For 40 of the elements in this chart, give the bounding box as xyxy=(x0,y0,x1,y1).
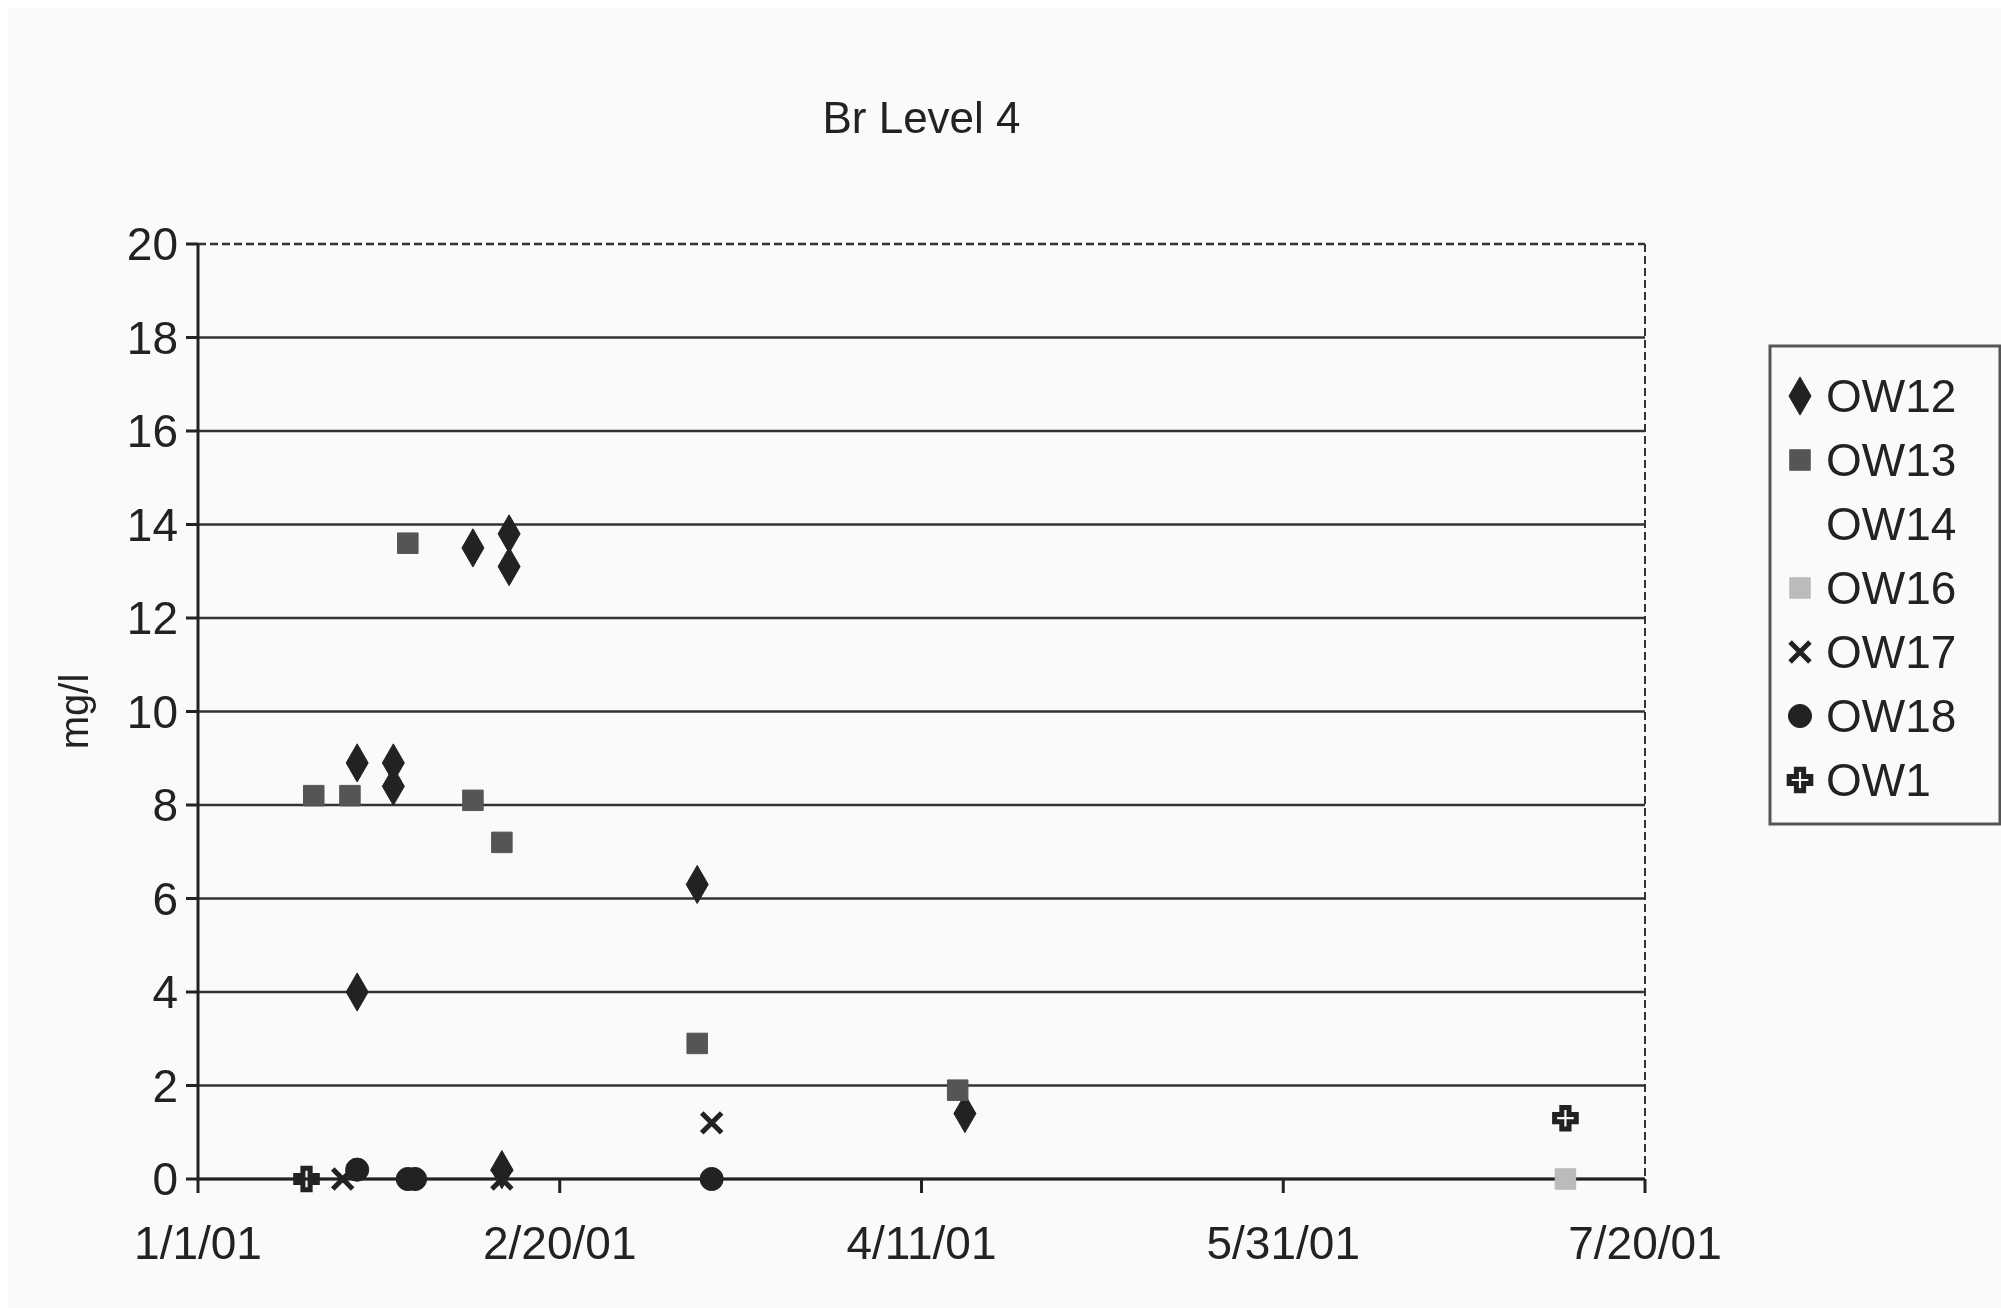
y-tick-label: 10 xyxy=(126,685,178,738)
y-axis-title: mg/l xyxy=(52,673,96,750)
y-tick-label: 16 xyxy=(126,405,178,458)
x-tick-label: 1/1/01 xyxy=(134,1217,262,1269)
point xyxy=(339,784,361,807)
point xyxy=(699,1110,725,1136)
y-tick-label: 4 xyxy=(152,966,178,1019)
chart-title: Br Level 4 xyxy=(822,93,1021,142)
legend-label: OW16 xyxy=(1826,562,1957,615)
x-tick-label: 5/31/01 xyxy=(1206,1217,1360,1269)
y-tick-label: 20 xyxy=(126,218,178,271)
y-tick-label: 2 xyxy=(152,1059,178,1112)
point xyxy=(462,789,484,812)
y-tick-label: 6 xyxy=(152,872,178,925)
point xyxy=(345,1157,370,1182)
point xyxy=(489,1166,515,1192)
legend-label: OW12 xyxy=(1826,370,1957,423)
y-tick-label: 14 xyxy=(126,498,178,551)
y-tick-label: 18 xyxy=(126,311,178,364)
x-tick-label: 4/11/01 xyxy=(846,1217,997,1269)
y-tick-label: 8 xyxy=(152,779,178,832)
y-tick-label: 12 xyxy=(126,592,178,645)
legend-label: OW17 xyxy=(1826,626,1957,679)
legend-label: OW14 xyxy=(1826,498,1957,551)
x-tick-label: 7/20/01 xyxy=(1568,1217,1722,1269)
point xyxy=(303,784,325,807)
point xyxy=(330,1166,356,1192)
point xyxy=(1554,1168,1577,1190)
point xyxy=(491,831,513,854)
point xyxy=(699,1166,724,1192)
legend-label: OW1 xyxy=(1826,754,1931,807)
point xyxy=(293,1165,320,1193)
y-tick-label: 0 xyxy=(152,1153,178,1206)
legend-label: OW18 xyxy=(1826,690,1957,743)
point xyxy=(946,1079,969,1101)
legend-label: OW13 xyxy=(1826,434,1957,487)
point xyxy=(397,532,419,554)
point xyxy=(686,1032,708,1055)
point xyxy=(1552,1104,1579,1132)
x-tick-label: 2/20/01 xyxy=(483,1217,637,1269)
